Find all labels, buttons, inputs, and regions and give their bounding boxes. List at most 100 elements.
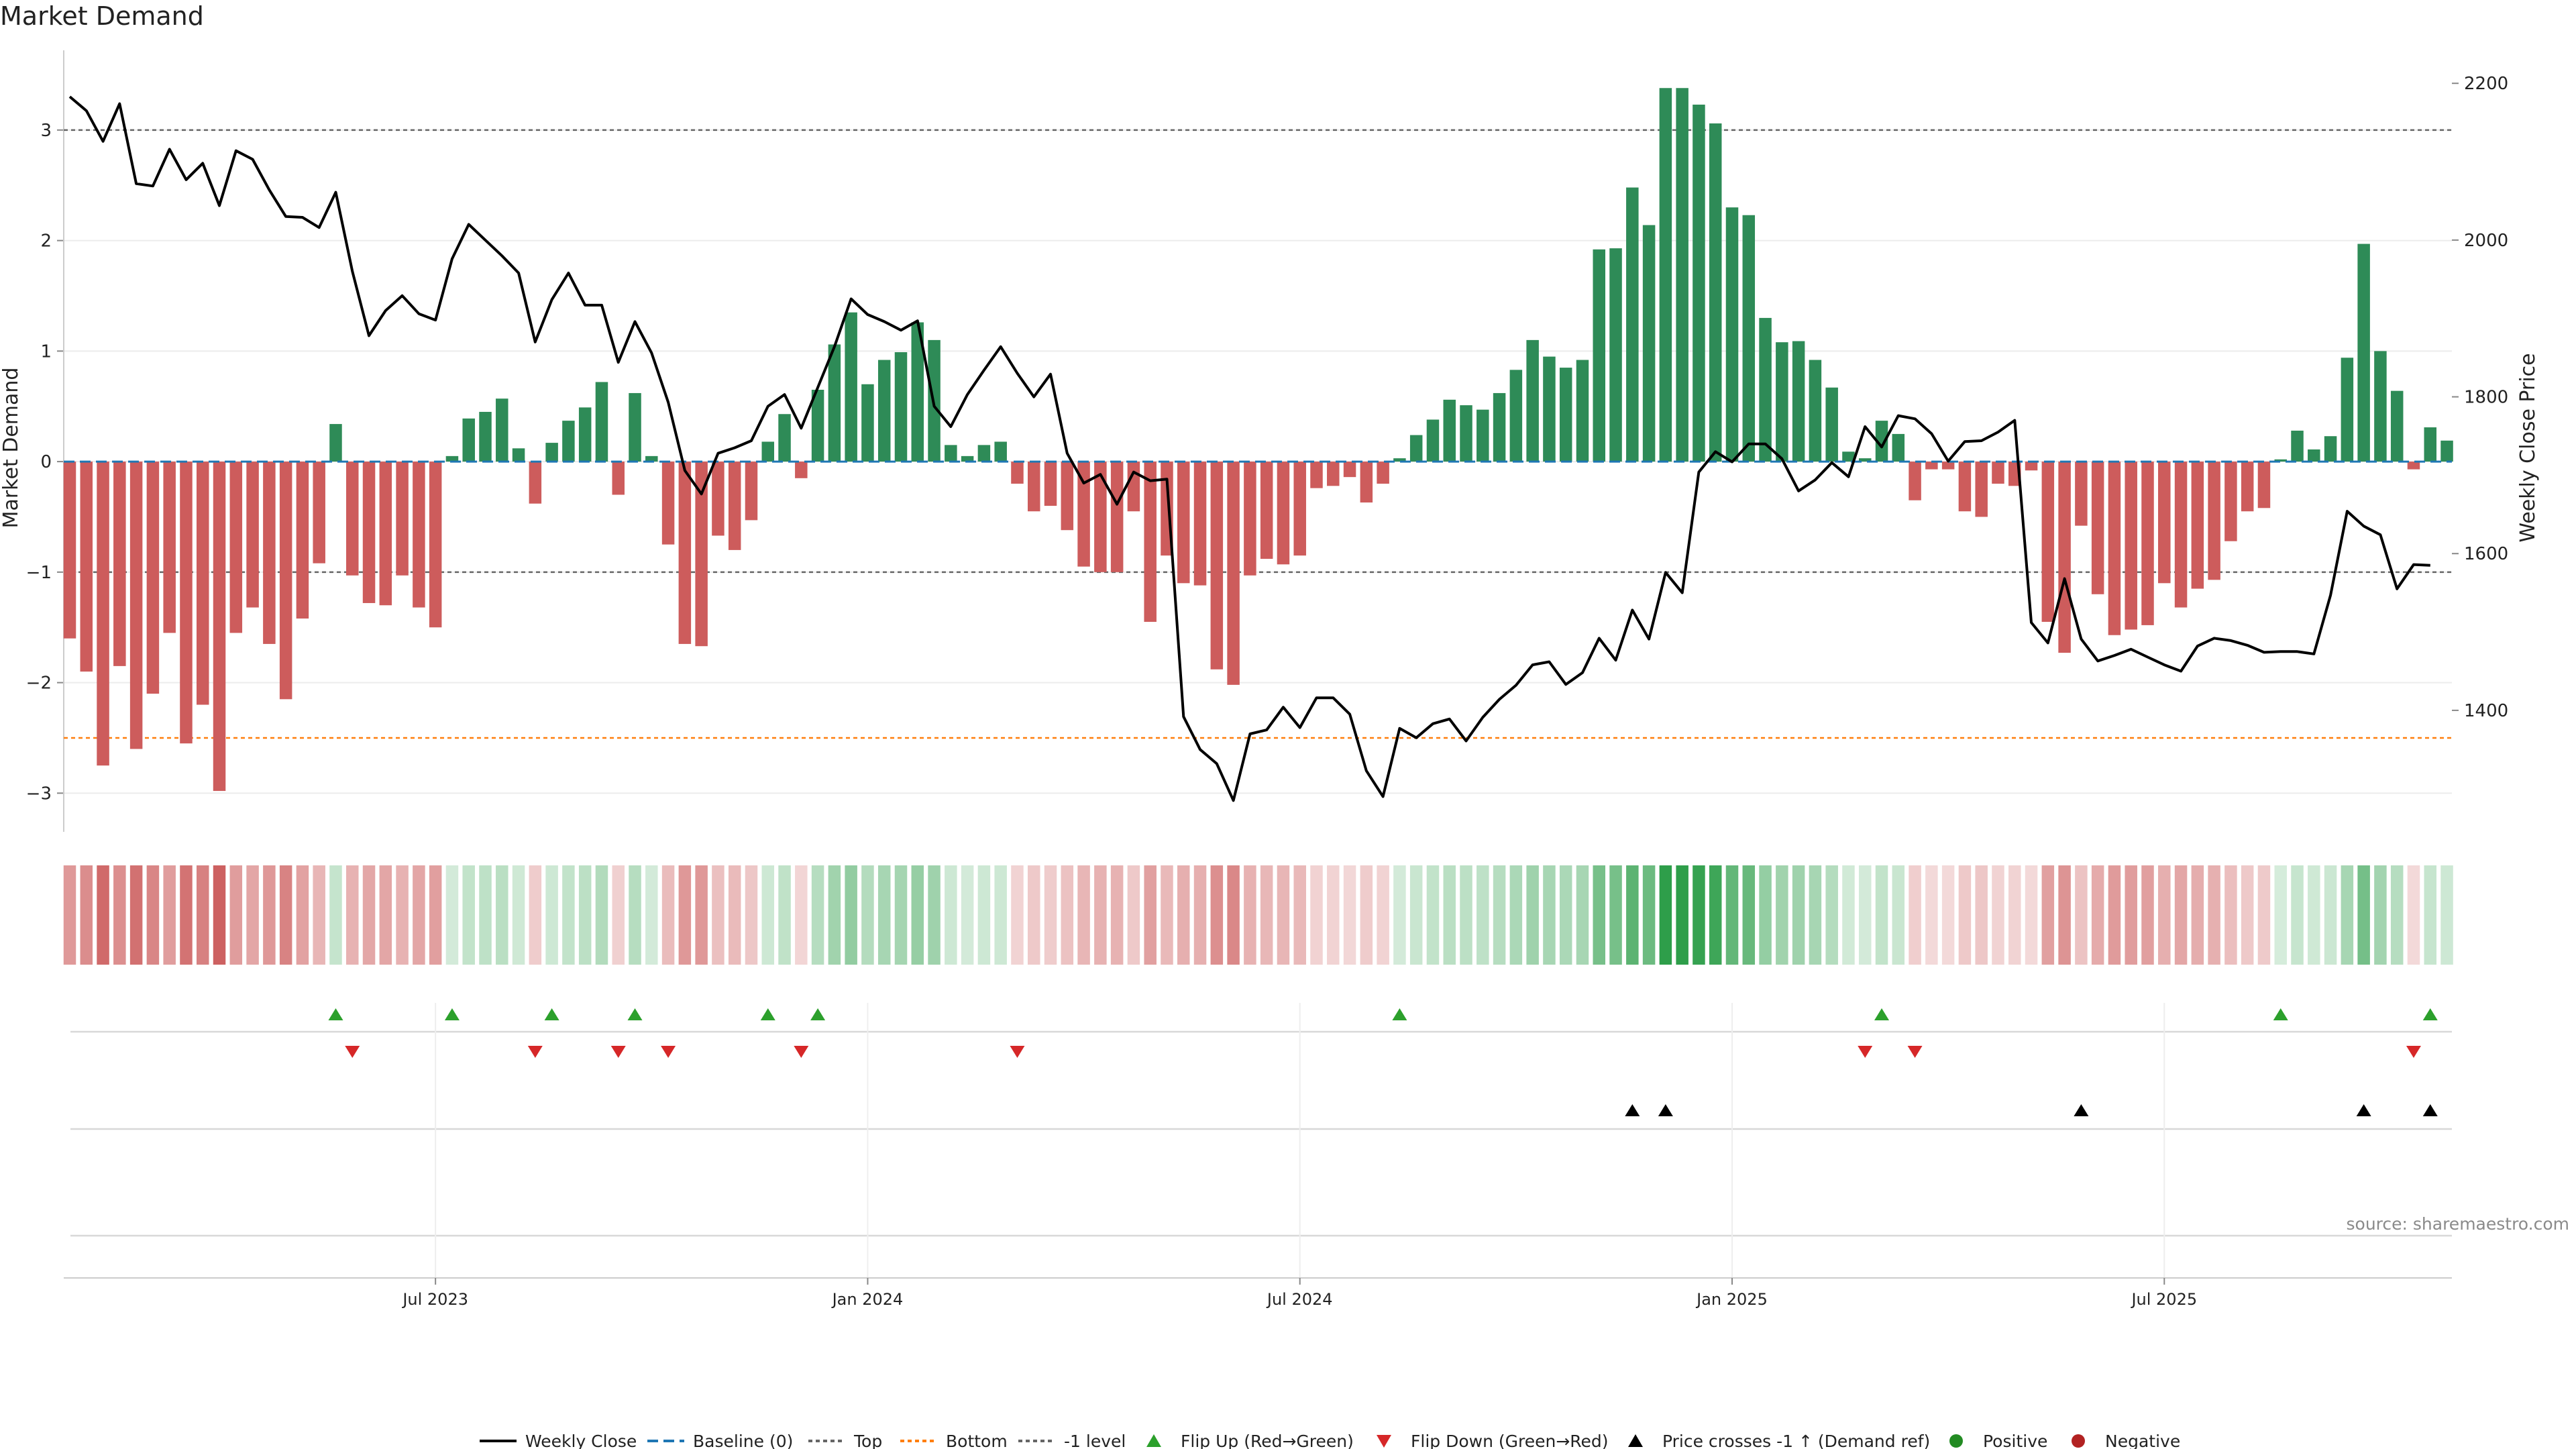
y2-tick-label: 1800: [2464, 388, 2508, 408]
heat-cell: [1609, 865, 1622, 965]
heat-cell: [1709, 865, 1722, 965]
heat-cell: [2025, 865, 2038, 965]
flip-down-marker: [1907, 1046, 1923, 1058]
heat-cell: [1493, 865, 1506, 965]
heat-cell: [429, 865, 442, 965]
heat-cell: [761, 865, 775, 965]
heat-cell: [1244, 865, 1256, 965]
heat-cell: [1543, 865, 1556, 965]
heat-cell: [911, 865, 924, 965]
heat-cell: [213, 865, 226, 965]
heat-cell: [861, 865, 874, 965]
demand-bar: [778, 414, 791, 462]
demand-bar: [496, 398, 508, 462]
heat-cell: [977, 865, 991, 965]
demand-bar: [1443, 399, 1456, 462]
heat-cell: [80, 865, 93, 965]
x-tick-label: Jul 2025: [2130, 1290, 2197, 1309]
demand-bar: [296, 462, 309, 619]
demand-bar: [1858, 458, 1872, 462]
x-tick-label: Jul 2023: [401, 1290, 468, 1309]
chart-title: Market Demand: [0, 1, 204, 31]
demand-bar: [362, 462, 376, 603]
demand-bar: [1110, 462, 1124, 572]
flip-down-marker: [661, 1046, 676, 1058]
demand-bar: [1509, 370, 1523, 462]
demand-bar: [1260, 462, 1273, 559]
heat-cell: [2041, 865, 2055, 965]
legend-label: Flip Down (Green→Red): [1411, 1432, 1609, 1449]
heat-cell: [877, 865, 891, 965]
heat-cell: [462, 865, 475, 965]
heat-cell: [479, 865, 492, 965]
heat-cell: [828, 865, 841, 965]
flip-up-marker: [2422, 1008, 2438, 1020]
demand-bar: [263, 462, 276, 644]
demand-bar: [229, 462, 243, 633]
demand-bar: [1958, 462, 1972, 512]
demand-bar: [2174, 462, 2188, 608]
heat-cell: [2091, 865, 2104, 965]
demand-bar: [745, 462, 758, 521]
demand-bar: [1310, 462, 1323, 488]
demand-bar: [1210, 462, 1224, 669]
heat-cell: [2324, 865, 2337, 965]
heat-cell: [229, 865, 243, 965]
demand-bar: [2158, 462, 2171, 584]
heat-cell: [1992, 865, 2004, 965]
demand-bar: [1642, 225, 1656, 462]
demand-bar: [1061, 462, 1074, 531]
demand-bar: [1011, 462, 1024, 484]
legend-label: Bottom: [946, 1432, 1008, 1449]
demand-bar: [1842, 451, 1855, 462]
demand-bar: [1875, 421, 1888, 462]
flip-up-marker: [444, 1008, 460, 1020]
legend-label: Top: [853, 1432, 882, 1449]
heat-cell: [2158, 865, 2171, 965]
demand-bar: [1477, 409, 1489, 462]
demand-bars: [63, 88, 2453, 792]
heat-cell: [595, 865, 608, 965]
demand-bar: [2208, 462, 2220, 580]
heat-cell: [1759, 865, 1772, 965]
demand-bar: [2075, 462, 2088, 526]
heat-cell: [263, 865, 276, 965]
demand-bar: [512, 448, 525, 462]
demand-bar: [429, 462, 442, 628]
demand-bar: [180, 462, 193, 744]
heat-cell: [811, 865, 824, 965]
demand-bar: [811, 390, 824, 462]
demand-bar: [1393, 458, 1406, 462]
heat-cell: [1576, 865, 1589, 965]
heat-cell: [512, 865, 525, 965]
demand-bar: [1343, 462, 1356, 478]
demand-bar: [678, 462, 692, 644]
heat-cell: [313, 865, 325, 965]
heat-cell: [1409, 865, 1423, 965]
heat-cell: [1941, 865, 1955, 965]
heat-cell: [1925, 865, 1938, 965]
heat-cell: [63, 865, 76, 965]
flip-down-marker: [1858, 1046, 1873, 1058]
demand-bar: [1576, 360, 1589, 462]
demand-bar: [911, 322, 924, 462]
heat-cell: [1310, 865, 1323, 965]
demand-bar: [379, 462, 392, 606]
heat-cell: [445, 865, 459, 965]
demand-bar: [1626, 187, 1639, 462]
demand-bar: [695, 462, 708, 647]
demand-bar: [63, 462, 76, 639]
x-tick-label: Jul 2024: [1266, 1290, 1333, 1309]
heat-cell: [196, 865, 209, 965]
demand-bar: [2407, 462, 2420, 470]
demand-bar: [2191, 462, 2204, 589]
heat-cell: [379, 865, 392, 965]
demand-bar: [329, 424, 342, 462]
y-tick-label: 2: [40, 231, 52, 252]
event-rows: [70, 1003, 2452, 1278]
demand-bar: [1044, 462, 1057, 506]
demand-bar: [1742, 215, 1756, 462]
demand-bar: [545, 443, 558, 462]
demand-bar: [1193, 462, 1207, 586]
y-axis-label: Market Demand: [0, 368, 23, 529]
